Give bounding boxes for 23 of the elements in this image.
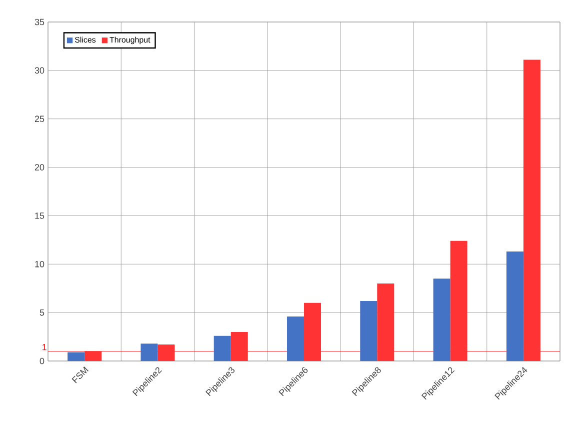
bar <box>214 336 231 361</box>
bar <box>140 344 158 361</box>
y-tick-label: 25 <box>34 116 44 122</box>
bar <box>84 351 102 361</box>
y-tick-label: 35 <box>34 18 44 26</box>
y-tick-label: 20 <box>34 164 44 170</box>
bar <box>523 60 540 361</box>
bar <box>433 278 450 361</box>
bar <box>68 352 85 361</box>
bar <box>287 316 304 361</box>
y-tick-label: 0 <box>40 358 44 364</box>
bar <box>304 302 321 361</box>
y-tick-label: 15 <box>35 212 44 219</box>
bar <box>230 332 248 361</box>
bar <box>506 252 524 361</box>
bar <box>377 284 394 361</box>
y-tick-label: 10 <box>35 260 44 268</box>
bar <box>450 240 468 361</box>
y-tick-label: 5 <box>40 309 44 316</box>
ref-line-label: 1 <box>42 344 46 350</box>
bar <box>360 300 378 361</box>
y-tick-label: 30 <box>34 67 44 74</box>
bar <box>158 344 175 361</box>
